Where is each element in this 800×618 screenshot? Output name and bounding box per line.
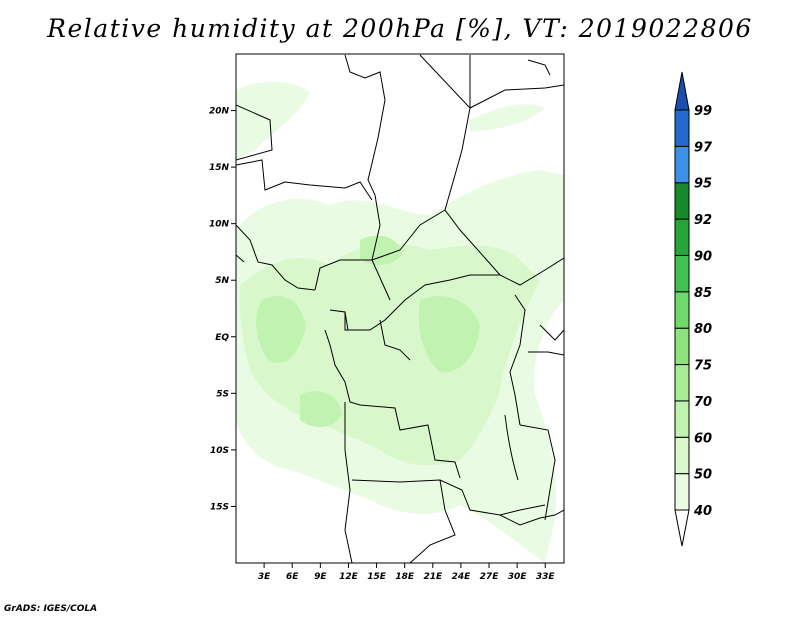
colorbar-label: 95 (694, 177, 712, 192)
colorbar-label: 85 (694, 286, 712, 301)
x-tick-label: 18E (395, 572, 415, 582)
humidity-region-high (300, 391, 342, 427)
colorbar-lower-extension (674, 509, 690, 547)
x-tick-label: 12E (339, 572, 359, 582)
x-tick-label: 3E (258, 572, 271, 582)
colorbar-label: 70 (694, 395, 712, 410)
humidity-region-high (360, 235, 402, 266)
x-tick-label: 21E (423, 572, 443, 582)
humidity-region-high (256, 296, 306, 364)
x-tick-label: 33E (536, 572, 556, 582)
colorbar-label: 60 (694, 431, 712, 446)
x-tick-label: 30E (508, 572, 528, 582)
x-tick-label: 27E (480, 572, 500, 582)
humidity-region-light-north (236, 82, 310, 160)
colorbar-box (674, 291, 690, 329)
latitude-axis: 20N 15N 10N 5N EQ 5S 10S 15S (209, 107, 236, 512)
colorbar: 40 50 60 70 75 80 85 90 92 95 97 99 (674, 71, 713, 547)
colorbar-box (674, 254, 690, 293)
colorbar-box (674, 473, 690, 511)
colorbar-box (674, 436, 690, 475)
colorbar-box (674, 182, 690, 220)
country-borders (236, 54, 564, 563)
humidity-shading (236, 82, 564, 563)
colorbar-box (674, 364, 690, 402)
y-tick-label: 10N (209, 220, 230, 230)
map-title: Relative humidity at 200hPa [%], VT: 201… (47, 14, 753, 43)
y-tick-label: 10S (210, 446, 229, 456)
y-tick-label: 15N (209, 163, 230, 173)
x-tick-label: 24E (452, 572, 472, 582)
colorbar-label: 75 (694, 359, 712, 374)
x-tick-label: 6E (286, 572, 299, 582)
y-tick-label: 5N (215, 276, 229, 286)
x-tick-label: 9E (314, 572, 327, 582)
longitude-axis: 3E 6E 9E 12E 15E 18E 21E 24E 27E 30E 33E (258, 563, 556, 582)
colorbar-box (674, 145, 690, 184)
colorbar-label: 80 (694, 322, 712, 337)
y-tick-label: 5S (216, 389, 229, 399)
colorbar-upper-extension (674, 71, 690, 111)
colorbar-label: 99 (694, 104, 712, 119)
colorbar-box (674, 327, 690, 366)
colorbar-label: 90 (694, 249, 712, 264)
map-frame (235, 53, 565, 564)
y-tick-label: 20N (209, 107, 230, 117)
colorbar-label: 50 (694, 468, 712, 483)
humidity-region-light-ne (470, 104, 545, 132)
colorbar-label: 97 (694, 140, 713, 155)
x-tick-label: 15E (367, 572, 387, 582)
colorbar-label: 92 (694, 213, 712, 228)
colorbar-box (674, 400, 690, 438)
grads-credit: GrADS: IGES/COLA (4, 604, 98, 614)
y-tick-label: 15S (210, 502, 229, 512)
colorbar-label: 40 (693, 504, 712, 519)
colorbar-box (674, 218, 690, 256)
humidity-region-high (418, 296, 480, 373)
colorbar-box (674, 109, 690, 147)
y-tick-label: EQ (215, 333, 229, 343)
